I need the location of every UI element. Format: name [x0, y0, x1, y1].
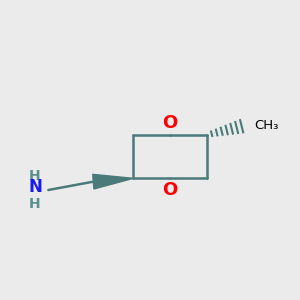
Text: CH₃: CH₃: [254, 118, 278, 131]
Text: N: N: [28, 178, 42, 196]
Polygon shape: [93, 174, 133, 189]
Text: O: O: [162, 114, 178, 132]
Text: H: H: [29, 169, 41, 183]
Text: O: O: [162, 181, 178, 199]
Text: H: H: [29, 197, 41, 211]
